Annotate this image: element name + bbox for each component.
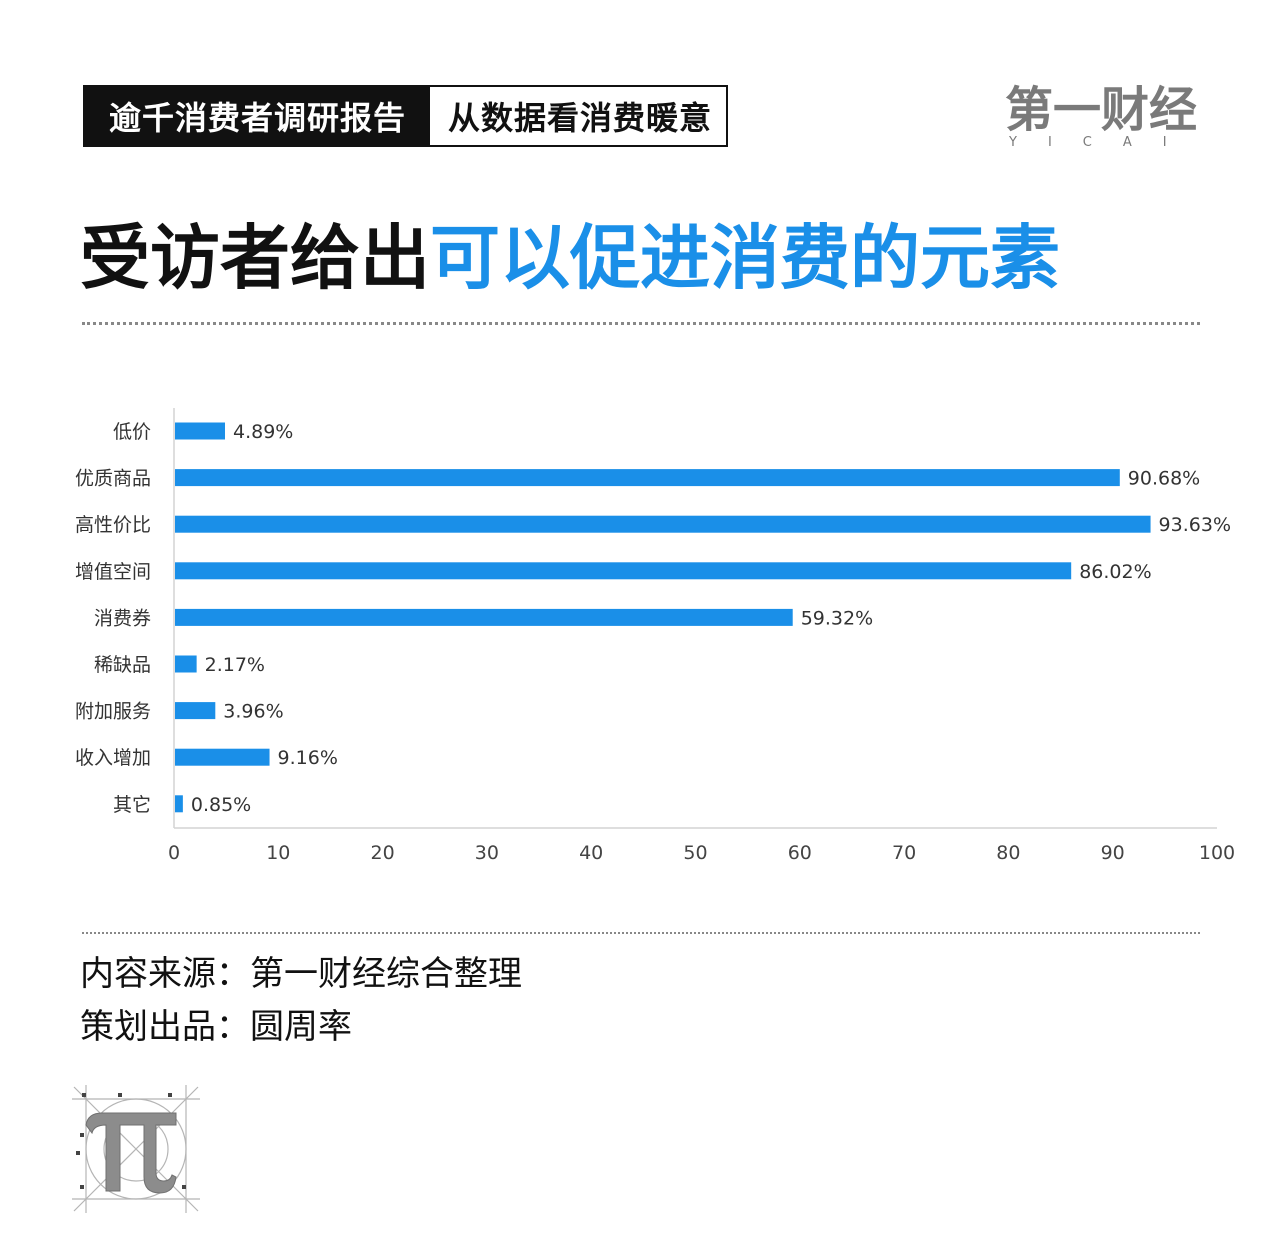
page-title: 受访者给出可以促进消费的元素: [80, 212, 1060, 304]
data-label: 93.63%: [1159, 514, 1231, 536]
footer-divider: [82, 932, 1200, 934]
category-label: 增值空间: [75, 561, 151, 583]
x-tick-label: 40: [579, 842, 603, 864]
category-label: 其它: [113, 794, 151, 816]
data-label: 90.68%: [1128, 468, 1200, 490]
x-tick-label: 10: [266, 842, 290, 864]
title-divider: [82, 322, 1200, 325]
bar-chart: 低价 4.89% 优质商品 90.68% 高性价比 93.63% 增值空间 86.02% 消费券…: [75, 408, 1235, 864]
data-label: 9.16%: [278, 747, 338, 769]
x-tick-label: 90: [1101, 842, 1125, 864]
data-label: 4.89%: [233, 421, 293, 443]
data-label: 59.32%: [801, 607, 873, 629]
bar: [175, 422, 226, 440]
category-label: 高性价比: [75, 514, 151, 536]
page-title-part1: 受访者给出: [80, 217, 430, 299]
report-tag-primary: 逾千消费者调研报告: [83, 85, 431, 147]
data-label: 86.02%: [1079, 561, 1151, 583]
bar: [175, 515, 1151, 533]
data-label: 2.17%: [205, 654, 265, 676]
data-label: 3.96%: [223, 701, 283, 723]
x-tick-label: 80: [996, 842, 1020, 864]
bar: [175, 655, 197, 673]
credits: 内容来源：第一财经综合整理 策划出品：圆周率: [80, 948, 522, 1054]
bar: [175, 562, 1072, 580]
category-label: 低价: [113, 421, 151, 443]
report-tag: 逾千消费者调研报告 从数据看消费暖意: [83, 85, 729, 147]
x-tick-label: 60: [788, 842, 812, 864]
category-label: 收入增加: [75, 747, 151, 769]
x-tick-label: 50: [683, 842, 707, 864]
bar: [175, 795, 183, 813]
x-tick-label: 30: [475, 842, 499, 864]
category-label: 优质商品: [75, 468, 151, 490]
report-tag-secondary: 从数据看消费暖意: [430, 85, 729, 147]
content-source: 内容来源：第一财经综合整理: [80, 954, 522, 994]
x-tick-label: 0: [168, 842, 180, 864]
bar: [175, 748, 270, 766]
yicai-logo: 第一财经 YICAI: [1005, 84, 1205, 156]
bar: [175, 469, 1120, 487]
x-tick-label: 20: [371, 842, 395, 864]
x-tick-label: 100: [1199, 842, 1235, 864]
producer-credit: 策划出品：圆周率: [80, 1007, 352, 1047]
yicai-logo-sub: YICAI: [1009, 135, 1198, 150]
bar: [175, 608, 793, 626]
yicai-logo-main: 第一财经: [1005, 82, 1198, 138]
bar: [175, 702, 216, 720]
category-label: 附加服务: [75, 701, 151, 723]
page-title-part2: 可以促进消费的元素: [430, 217, 1060, 299]
pi-icon: [72, 1085, 200, 1213]
data-label: 0.85%: [191, 794, 251, 816]
x-tick-label: 70: [892, 842, 916, 864]
category-label: 稀缺品: [94, 654, 151, 676]
category-label: 消费券: [94, 607, 151, 629]
